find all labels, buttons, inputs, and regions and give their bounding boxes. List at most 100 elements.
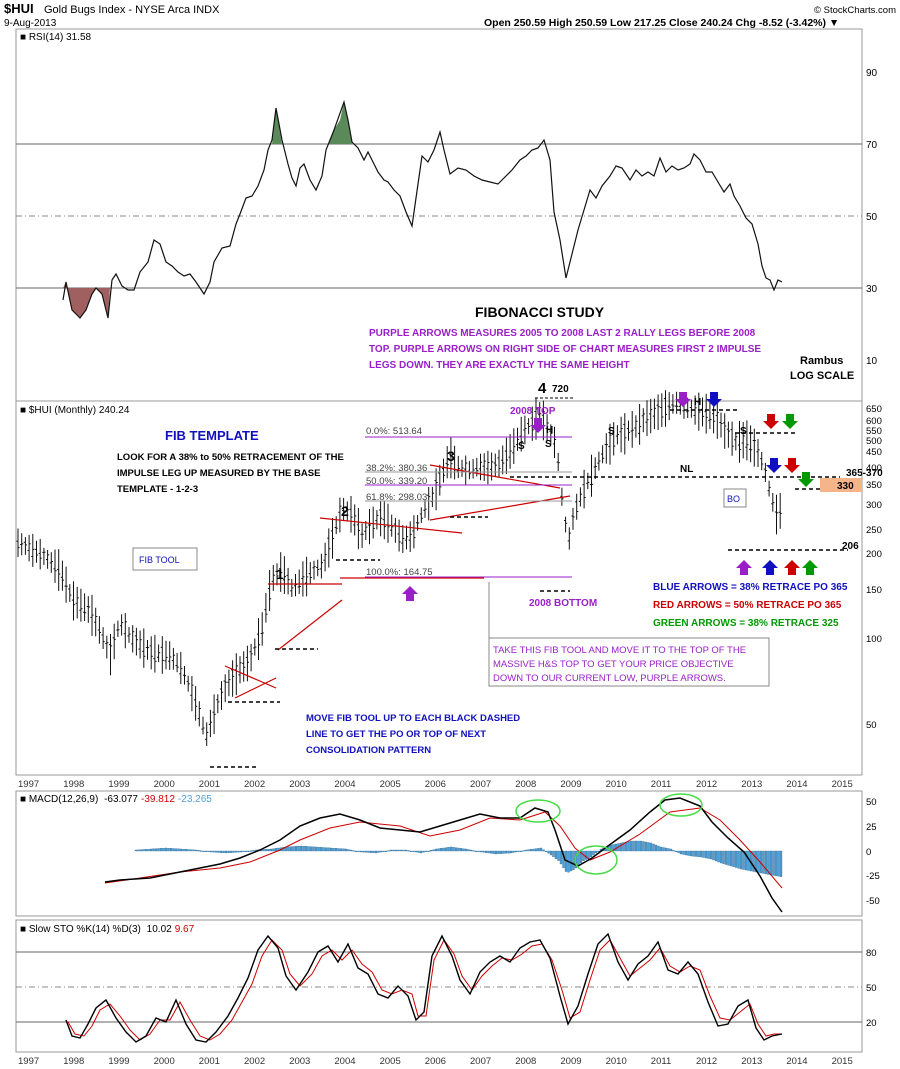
- year-tick: 2008: [515, 779, 536, 790]
- macd-hist-bar: [529, 849, 533, 852]
- macd-hist-bar: [717, 850, 720, 863]
- macd-hist-bar: [639, 840, 643, 852]
- macd-hist-bar: [482, 850, 485, 853]
- down-arrow-icon: [782, 414, 798, 429]
- year-tick: 2014: [786, 779, 807, 790]
- label-2: 2: [341, 503, 349, 519]
- macd-hist-bar: [344, 848, 348, 852]
- macd-hist-bar: [572, 850, 575, 870]
- fib-tool-box: [132, 547, 198, 571]
- macd-hist-bar: [492, 850, 495, 854]
- macd-hist-bar: [362, 850, 365, 853]
- macd-hist-bar: [149, 848, 153, 852]
- macd-hist-bar: [542, 849, 545, 852]
- label-2008-top: 2008 TOP: [510, 406, 556, 417]
- macd-hist-bar: [697, 850, 700, 857]
- hs-s: S: [740, 426, 747, 437]
- macd-hist-bar: [164, 847, 168, 852]
- macd-hist-bar: [527, 849, 530, 852]
- macd-hist-bar: [719, 850, 723, 864]
- fib-level-618: 61.8%: 298.03: [366, 492, 427, 503]
- macd-hist-bar: [317, 847, 320, 852]
- macd-hist-bar: [312, 846, 315, 852]
- year-tick: 2011: [651, 779, 671, 790]
- move-note-3: CONSOLIDATION PATTERN: [306, 745, 431, 756]
- macd-hist-bar: [424, 850, 428, 852]
- year-tick: 1997: [18, 1056, 39, 1067]
- macd-hist-bar: [597, 850, 600, 852]
- macd-hist-bar: [774, 850, 778, 876]
- macd-hist-bar: [522, 850, 525, 852]
- hs-h: H: [694, 397, 701, 408]
- year-tick: 2000: [154, 1056, 175, 1067]
- macd-hist-bar: [399, 849, 403, 852]
- macd-hist-bar: [222, 850, 225, 853]
- macd-hist-bar: [702, 850, 705, 858]
- macd-hist-bar: [512, 850, 515, 853]
- price-tick: 150: [866, 585, 882, 596]
- macd-hist-bar: [449, 846, 453, 852]
- price-tick: 600: [866, 416, 882, 427]
- macd-hist-bar: [642, 841, 645, 852]
- fib-template-title: FIB TEMPLATE: [165, 428, 259, 443]
- macd-hist-bar: [314, 846, 318, 852]
- macd-hist-bar: [324, 847, 328, 852]
- macd-hist-bar: [247, 850, 250, 852]
- neckline-label: NL: [680, 464, 693, 475]
- macd-hist-bar: [644, 841, 648, 852]
- macd-hist-bar: [674, 850, 678, 852]
- move-note-1: MOVE FIB TOOL UP TO EACH BLACK DASHED: [306, 713, 520, 724]
- macd-hist-bar: [509, 850, 513, 854]
- rsi-tick: 10: [866, 356, 878, 367]
- macd-hist-bar: [764, 850, 768, 875]
- macd-hist-bar: [249, 850, 253, 852]
- macd-hist-bar: [219, 850, 223, 853]
- level-365: 365-370: [846, 468, 883, 479]
- macd-hist-bar: [539, 847, 543, 852]
- index-name: Gold Bugs Index - NYSE Arca INDX: [44, 4, 220, 16]
- macd-hist-bar: [687, 850, 690, 856]
- macd-hist-bar: [692, 850, 695, 857]
- macd-hist-bar: [197, 850, 200, 852]
- stockcharts-credit: © StockCharts.com: [814, 5, 896, 16]
- year-tick: 1998: [63, 1056, 84, 1067]
- macd-hist-bar: [467, 849, 470, 852]
- macd-hist-bar: [179, 848, 183, 852]
- sto-tick: 80: [866, 948, 877, 959]
- macd-hist-bar: [212, 850, 215, 853]
- label-3: 3: [447, 448, 455, 464]
- macd-hist-bar: [217, 850, 220, 853]
- up-arrow-icon: [402, 586, 418, 601]
- macd-hist-bar: [349, 849, 353, 852]
- macd-hist-bar: [437, 848, 440, 852]
- year-tick: 2004: [334, 779, 355, 790]
- label-2008-bottom: 2008 BOTTOM: [529, 598, 597, 609]
- macd-hist-bar: [329, 847, 333, 852]
- macd-panel: ■ MACD(12,26,9) -63.077 -39.812 -23.265 50…: [15, 790, 880, 917]
- macd-hist-bar: [292, 846, 295, 852]
- macd-hist-bar: [427, 850, 430, 852]
- year-tick: 2004: [334, 1056, 355, 1067]
- down-arrow-icon: [766, 458, 782, 473]
- macd-hist-bar: [489, 850, 493, 854]
- price-tick: 200: [866, 549, 882, 560]
- macd-hist-bar: [712, 850, 715, 861]
- macd-hist-bar: [357, 850, 360, 852]
- macd-hist-bar: [367, 850, 370, 853]
- macd-hist-bar: [389, 849, 393, 852]
- macd-hist-bar: [472, 850, 475, 852]
- rsi-tick: 90: [866, 68, 878, 79]
- macd-hist-bar: [779, 850, 783, 877]
- macd-hist-bar: [677, 850, 680, 853]
- macd-hist-bar: [772, 850, 775, 876]
- macd-hist-bar: [647, 842, 650, 852]
- macd-hist-bar: [752, 850, 755, 872]
- macd-hist-bar: [499, 850, 503, 854]
- year-tick: 2008: [515, 1056, 536, 1067]
- macd-hist-bar: [517, 850, 520, 852]
- take-note-2: MASSIVE H&S TOP TO GET YOUR PRICE OBJECT…: [493, 659, 734, 670]
- macd-hist-bar: [659, 846, 663, 852]
- rsi-label: ■ RSI(14) 31.58: [20, 32, 92, 43]
- macd-hist-bar: [709, 850, 713, 860]
- hs-h: H: [546, 425, 553, 436]
